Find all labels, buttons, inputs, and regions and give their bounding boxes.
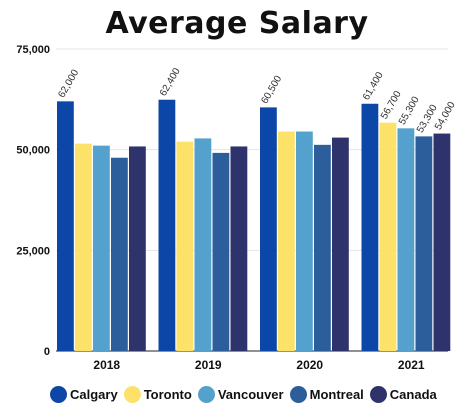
data-label: 61,400 [361,70,386,102]
data-label: 62,400 [158,66,183,98]
bar-calgary-2021 [361,103,379,351]
legend-swatch [369,385,387,403]
bar-calgary-2020 [260,107,277,352]
legend-swatch [197,385,215,403]
legend-item-canada: Canada [369,385,437,403]
y-tick-label: 75,000 [16,44,50,56]
bar-canada-2021 [433,133,451,351]
bar-vancouver-2020 [296,131,313,351]
bar-montreal-2020 [314,144,331,351]
chart-title: Average Salary [105,6,369,41]
bar-toronto-2019 [176,141,194,351]
data-label: 62,000 [56,67,81,99]
bar-calgary-2018 [57,101,74,351]
bar-toronto-2018 [75,143,92,351]
x-tick-label: 2019 [195,358,222,372]
data-label: 54,000 [433,100,458,132]
bars [57,99,451,352]
bar-montreal-2021 [415,136,433,351]
legend-label: Vancouver [217,386,284,402]
x-tick-label: 2018 [93,358,120,372]
legend-label: Montreal [309,386,364,402]
x-axis-ticks: 2018 2019 2020 2021 [93,358,425,372]
bar-toronto-2021 [379,122,397,351]
bar-montreal-2018 [111,157,128,351]
bar-vancouver-2021 [397,128,415,351]
bar-montreal-2019 [212,152,230,351]
legend-swatch [289,385,307,403]
data-labels: 62,000 62,400 60,500 61,40056,70055,30053,3… [56,66,458,135]
y-tick-label: 25,000 [16,245,50,257]
y-axis-ticks: 0 25,000 50,000 75,000 [16,44,50,358]
data-label: 60,500 [259,74,284,106]
legend-item-montreal: Montreal [289,385,364,403]
bar-canada-2020 [332,137,349,351]
x-tick-label: 2021 [398,358,425,372]
y-tick-label: 50,000 [16,145,50,157]
legend-swatch [123,385,141,403]
data-label: 53,300 [415,103,440,135]
legend-label: Toronto [143,386,192,402]
legend-item-calgary: Calgary [50,385,118,403]
bar-canada-2019 [230,146,248,351]
x-tick-label: 2020 [296,358,323,372]
legend-label: Canada [389,386,437,402]
bar-toronto-2020 [278,131,295,351]
bar-canada-2018 [129,146,146,351]
bar-vancouver-2019 [194,138,212,351]
legend: Calgary Toronto Vancouver Montreal Canada [50,383,460,405]
legend-label: Calgary [70,386,118,402]
legend-item-vancouver: Vancouver [197,385,284,403]
y-tick-label: 0 [44,346,50,358]
legend-swatch [50,385,67,403]
bar-calgary-2019 [158,99,176,352]
legend-item-toronto: Toronto [123,385,192,403]
bar-vancouver-2018 [93,145,110,351]
bar-chart: 0 25,000 50,000 75,000 62,000 62,400 60,500 61… [16,44,458,372]
